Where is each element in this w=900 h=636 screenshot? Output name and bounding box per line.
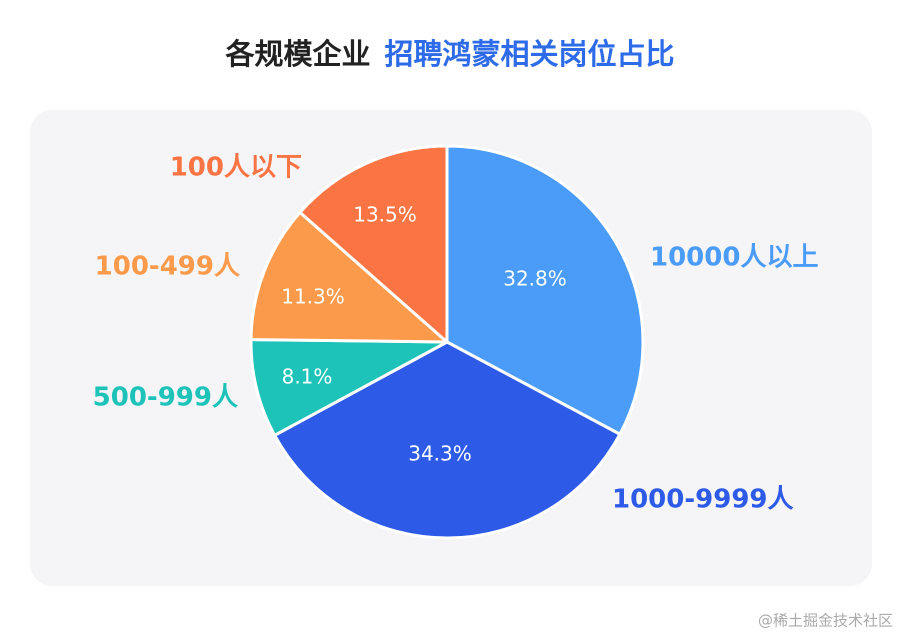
- category-label: 100人以下: [170, 153, 302, 183]
- slice-value-label: 8.1%: [282, 365, 333, 389]
- pie-slice: [298, 144, 449, 344]
- slice-value-label: 13.5%: [353, 203, 417, 227]
- category-label: 500-999人: [93, 383, 238, 413]
- pie-slice: [249, 338, 449, 437]
- category-label: 10000人以上: [650, 243, 818, 273]
- watermark: @稀土掘金技术社区: [758, 612, 893, 630]
- title-part: 招聘鸿蒙相关岗位占比: [385, 37, 675, 71]
- slice-value-label: 34.3%: [408, 442, 472, 466]
- chart-title: 各规模企业 招聘鸿蒙相关岗位占比: [224, 37, 674, 71]
- pie-slice: [273, 340, 622, 540]
- slice-value-label: 11.3%: [281, 285, 345, 309]
- pie-slice: [445, 144, 645, 436]
- slice-value-label: 32.8%: [503, 267, 567, 291]
- category-label: 100-499人: [95, 252, 240, 282]
- category-label: 1000-9999人: [612, 485, 794, 515]
- pie-slice: [249, 210, 449, 344]
- title-part: 各规模企业: [224, 37, 370, 71]
